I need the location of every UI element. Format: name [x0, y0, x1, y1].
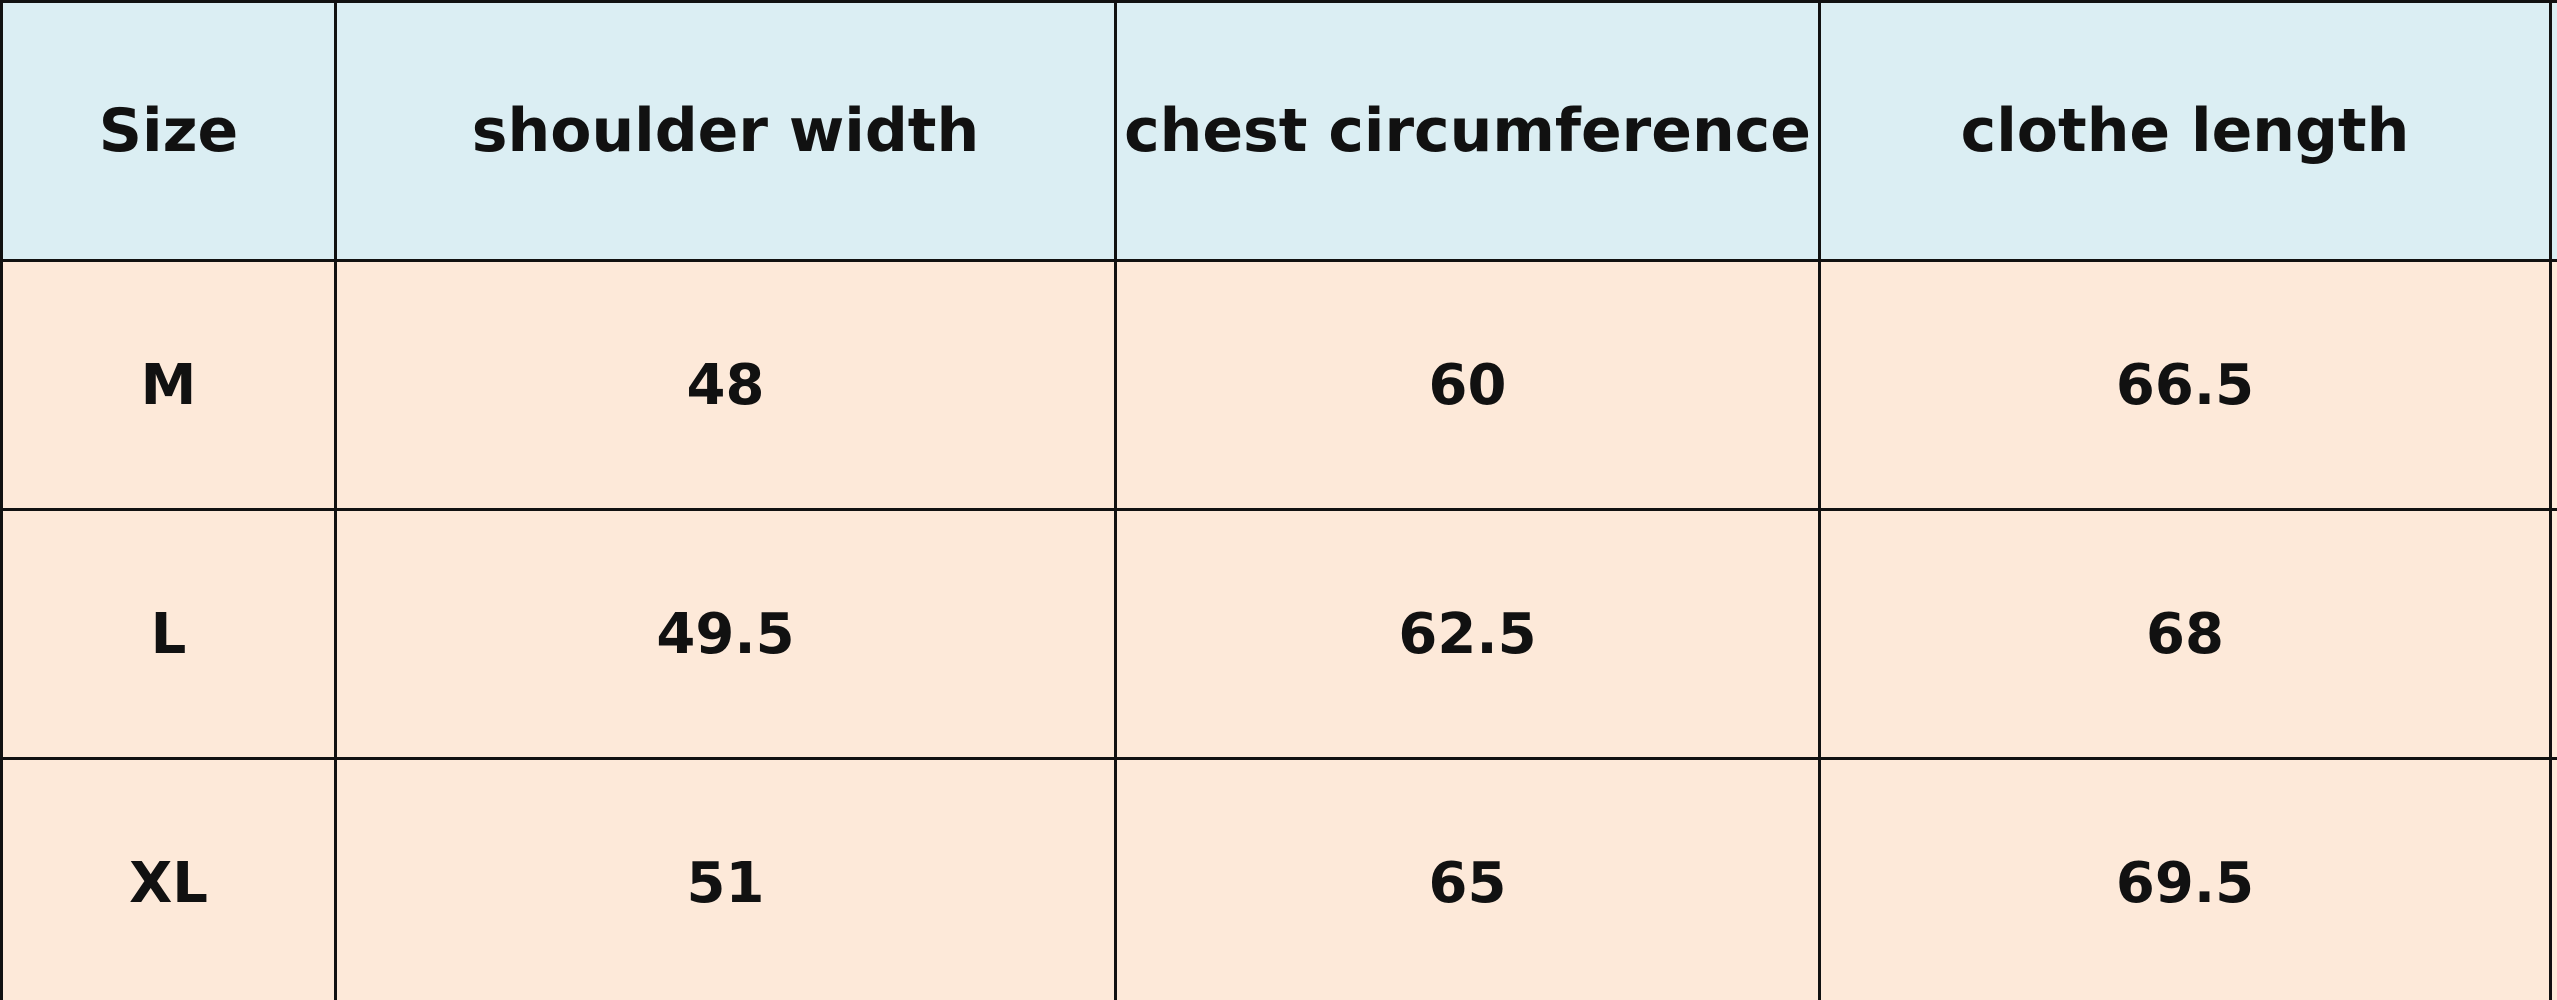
value-cell: 62.5	[1114, 508, 1821, 760]
header-cell: chest circumference	[1114, 0, 1821, 262]
size-cell: XL	[0, 757, 337, 1000]
edge-cell	[2549, 0, 2557, 262]
edge-cell	[2549, 508, 2557, 760]
header-cell: Size	[0, 0, 337, 262]
size-cell: L	[0, 508, 337, 760]
header-cell: clothe length	[1818, 0, 2552, 262]
edge-cell	[2549, 757, 2557, 1000]
value-cell: 51	[334, 757, 1117, 1000]
value-cell: 49.5	[334, 508, 1117, 760]
edge-cell	[2549, 259, 2557, 511]
value-cell: 68	[1818, 508, 2552, 760]
data-row: L 49.5 62.5 68	[0, 508, 2557, 760]
size-cell: M	[0, 259, 337, 511]
value-cell: 69.5	[1818, 757, 2552, 1000]
value-cell: 60	[1114, 259, 1821, 511]
value-cell: 65	[1114, 757, 1821, 1000]
data-row: M 48 60 66.5	[0, 259, 2557, 511]
header-cell: shoulder width	[334, 0, 1117, 262]
value-cell: 66.5	[1818, 259, 2552, 511]
value-cell: 48	[334, 259, 1117, 511]
header-row: Size shoulder width chest circumference clo…	[0, 0, 2557, 262]
data-row: XL 51 65 69.5	[0, 757, 2557, 1000]
